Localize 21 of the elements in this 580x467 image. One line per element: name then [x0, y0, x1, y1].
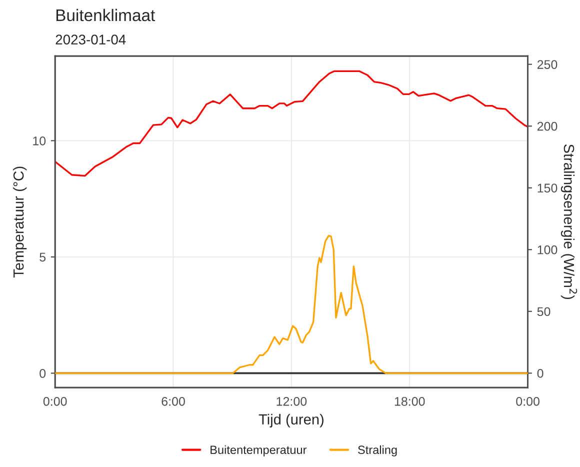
x-axis-title: Tijd (uren)	[258, 414, 324, 428]
y2-tick-label: 50	[537, 307, 550, 316]
y-tick-label: 5	[40, 252, 46, 262]
x-tick-label: 18:00	[394, 396, 425, 406]
y-tick-label: 10	[33, 136, 46, 146]
legend-label: Straling	[358, 445, 397, 456]
y2-tick-label: 200	[537, 122, 558, 131]
chart-title: Buitenklimaat	[56, 8, 156, 22]
y2-tick-label: 250	[537, 60, 558, 69]
chart-subtitle: 2023-01-04	[56, 34, 126, 44]
y2-tick-label: 100	[538, 245, 558, 254]
y2-tick-label: 0	[537, 368, 544, 378]
x-tick-label: 0:00	[516, 396, 540, 406]
x-tick-label: 0:00	[43, 396, 67, 406]
y2-tick-label: 150	[538, 184, 558, 193]
legend-label: Buitentemperatuur	[210, 445, 307, 456]
y-axis-title: Temperatuur (°C)	[13, 166, 27, 278]
x-tick-label: 12:00	[276, 396, 307, 406]
x-tick-label: 6:00	[162, 396, 185, 406]
y-tick-label: 0	[40, 368, 46, 378]
y2-axis-title: Stralingsenergie (W/m$^{2}$)	[560, 144, 578, 299]
